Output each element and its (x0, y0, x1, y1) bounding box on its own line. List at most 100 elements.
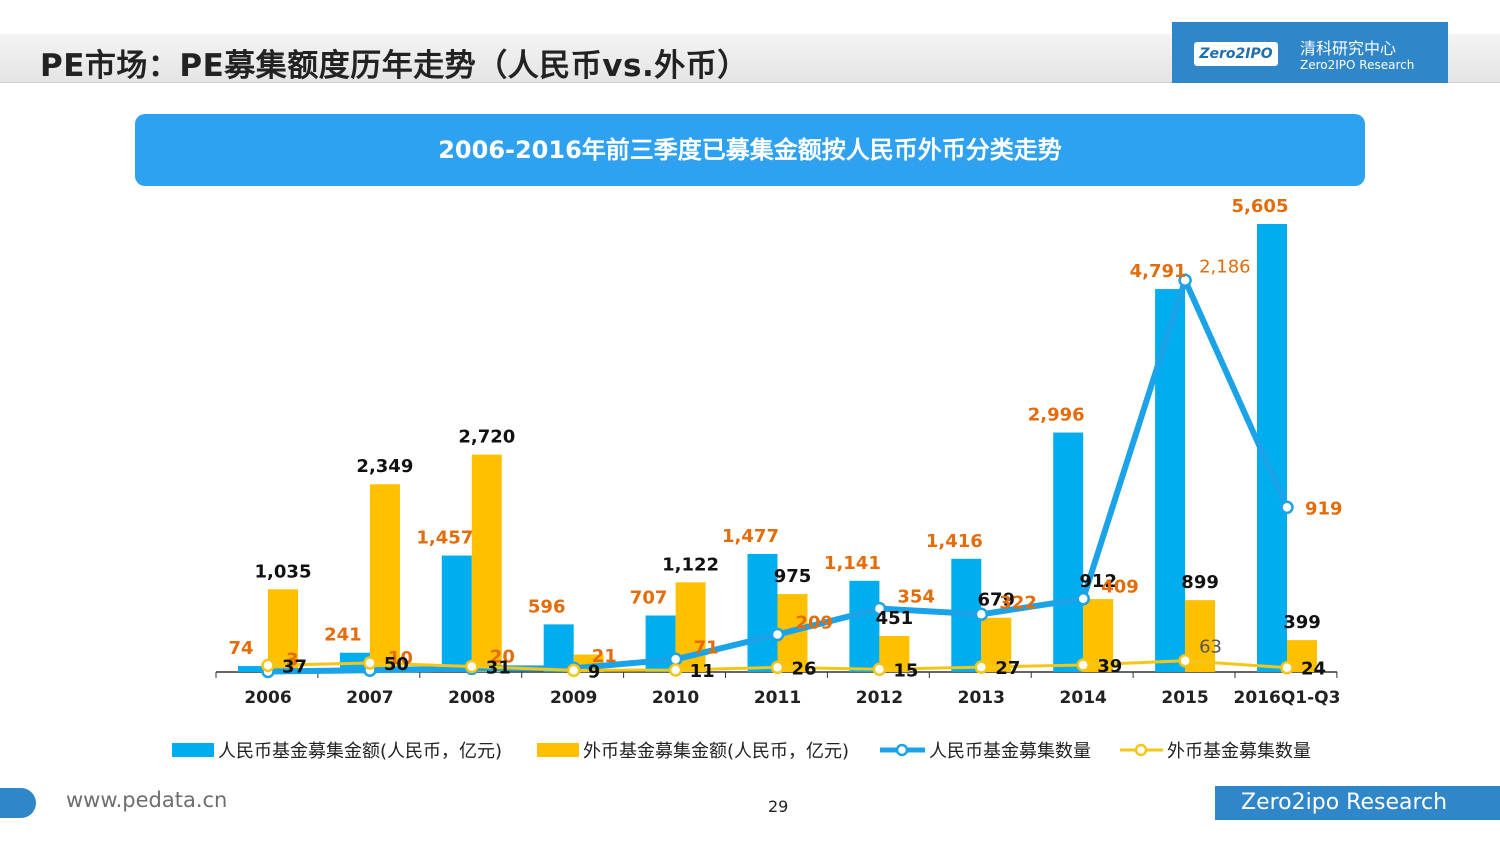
label-fx-amount-2008: 2,720 (458, 427, 515, 448)
bar-rmb-2015 (1155, 289, 1186, 672)
label-fx-count-2006: 37 (282, 656, 307, 677)
point-rmb-count-2014 (1076, 591, 1090, 606)
point-rmb-count-2016Q1-Q3 (1280, 500, 1294, 515)
point-fx-count-2011 (770, 660, 785, 675)
label-rmb-amount-2009: 596 (528, 596, 566, 617)
legend-marker-rmb-count (895, 743, 909, 757)
point-fx-count-2006 (261, 658, 275, 673)
label-fx-amount-2016Q1-Q3: 399 (1283, 612, 1321, 633)
x-tick-label-2013: 2013 (958, 688, 1005, 708)
x-tick-label-2014: 2014 (1060, 688, 1107, 708)
bar-fx-2006 (268, 589, 298, 672)
point-fx-count-2008 (465, 659, 479, 674)
bar-rmb-2006 (238, 666, 268, 672)
label-rmb-amount-2006: 74 (228, 638, 253, 659)
label-rmb-count-2014: 409 (1101, 577, 1139, 598)
x-tick-label-2006: 2006 (244, 688, 291, 708)
point-fx-count-2009 (566, 663, 581, 678)
label-rmb-amount-2013: 1,416 (926, 531, 983, 552)
label-fx-count-2012: 15 (893, 660, 918, 681)
x-tick-label-2016Q1-Q3: 2016Q1-Q3 (1234, 688, 1341, 708)
x-tick-label-2009: 2009 (550, 688, 597, 708)
label-fx-count-2008: 31 (486, 657, 511, 678)
footer-tab (0, 788, 36, 818)
label-fx-count-2016Q1-Q3: 24 (1301, 659, 1326, 680)
label-fx-amount-2007: 2,349 (356, 456, 413, 477)
legend-swatch-rmb-amount (172, 743, 214, 757)
label-rmb-count-2007: 10 (388, 648, 413, 669)
bar-rmb-2014 (1053, 432, 1084, 672)
point-fx-count-2007 (363, 656, 377, 670)
logo-cn-text: 清科研究中心 (1300, 39, 1397, 58)
label-rmb-amount-2015: 4,791 (1130, 261, 1187, 282)
page-title: PE市场：PE募集额度历年走势（人民币vs.外币） (40, 48, 749, 84)
legend-label-fx-count: 外币基金募集数量 (1167, 741, 1311, 762)
point-fx-count-2014 (1076, 658, 1090, 672)
label-rmb-count-2010: 71 (694, 637, 719, 658)
label-rmb-count-2011: 209 (796, 613, 834, 634)
x-tick-label-2010: 2010 (652, 688, 699, 708)
label-fx-count-2014: 39 (1097, 656, 1122, 677)
label-rmb-count-2009: 21 (592, 646, 617, 667)
point-fx-count-2016Q1-Q3 (1280, 660, 1294, 675)
point-rmb-count-2010 (668, 652, 683, 667)
label-fx-amount-2012: 451 (876, 608, 914, 629)
logo-en-text: Zero2IPO Research (1300, 58, 1415, 72)
label-rmb-amount-2007: 241 (324, 625, 362, 646)
label-fx-amount-2015: 899 (1181, 572, 1219, 593)
zero2ipo-logo: Zero2IPO 清科研究中心 Zero2IPO Research (1172, 22, 1448, 83)
bar-rmb-2008 (441, 555, 472, 672)
label-fx-count-2009: 9 (588, 661, 601, 682)
label-rmb-amount-2016Q1-Q3: 5,605 (1232, 196, 1289, 217)
label-fx-count-2015: 63 (1199, 637, 1222, 658)
label-fx-count-2007: 50 (384, 654, 409, 675)
footer-url[interactable]: www.pedata.cn (66, 788, 228, 812)
point-fx-count-2010 (668, 663, 683, 677)
point-rmb-count-2011 (770, 627, 785, 642)
x-tick-label-2012: 2012 (856, 688, 903, 708)
point-rmb-count-2012 (872, 601, 887, 616)
legend-label-rmb-count: 人民币基金募集数量 (929, 741, 1091, 762)
label-fx-count-2011: 26 (792, 658, 817, 679)
page-number: 29 (768, 797, 789, 816)
chart-title: 2006-2016年前三季度已募集金额按人民币外币分类走势 (135, 114, 1365, 186)
label-fx-count-2013: 27 (995, 658, 1020, 679)
legend-marker-fx-count (1134, 743, 1148, 757)
point-rmb-count-2013 (974, 607, 989, 622)
point-fx-count-2013 (974, 660, 989, 674)
label-rmb-count-2013: 322 (999, 592, 1037, 613)
label-rmb-count-2006: 3 (286, 649, 299, 670)
bar-rmb-2012 (849, 580, 880, 672)
label-rmb-amount-2014: 2,996 (1028, 405, 1085, 426)
x-tick-label-2011: 2011 (754, 688, 801, 708)
point-rmb-count-2015 (1178, 273, 1192, 288)
label-rmb-count-2012: 354 (897, 587, 935, 608)
label-fx-amount-2014: 912 (1079, 571, 1117, 592)
x-tick-label-2015: 2015 (1161, 688, 1208, 708)
label-fx-amount-2011: 975 (774, 566, 812, 587)
label-rmb-amount-2008: 1,457 (416, 528, 473, 549)
label-fx-amount-2006: 1,035 (255, 561, 312, 582)
label-fx-amount-2013: 679 (978, 590, 1016, 611)
label-rmb-amount-2011: 1,477 (722, 526, 779, 547)
label-rmb-count-2015: 2,186 (1199, 256, 1251, 277)
bar-fx-2007 (369, 484, 400, 672)
footer-brand: Zero2ipo Research (1215, 786, 1500, 820)
x-tick-label-2008: 2008 (448, 688, 495, 708)
legend-swatch-fx-amount (537, 743, 579, 757)
label-fx-amount-2010: 1,122 (662, 554, 719, 575)
logo-badge-icon: Zero2IPO (1194, 42, 1278, 66)
label-rmb-count-2016Q1-Q3: 919 (1305, 498, 1343, 519)
legend-label-rmb-amount: 人民币基金募集金额(人民币，亿元) (218, 741, 502, 762)
bar-fx-2014 (1083, 599, 1114, 672)
legend-label-fx-amount: 外币基金募集金额(人民币，亿元) (583, 741, 849, 762)
x-tick-label-2007: 2007 (346, 688, 393, 708)
bar-rmb-2011 (747, 553, 778, 672)
bar-fx-2008 (471, 454, 502, 672)
label-rmb-amount-2012: 1,141 (824, 553, 881, 574)
point-fx-count-2012 (872, 662, 887, 677)
label-fx-count-2010: 11 (690, 661, 715, 682)
label-rmb-count-2008: 20 (490, 646, 515, 667)
label-rmb-amount-2010: 707 (630, 587, 668, 608)
